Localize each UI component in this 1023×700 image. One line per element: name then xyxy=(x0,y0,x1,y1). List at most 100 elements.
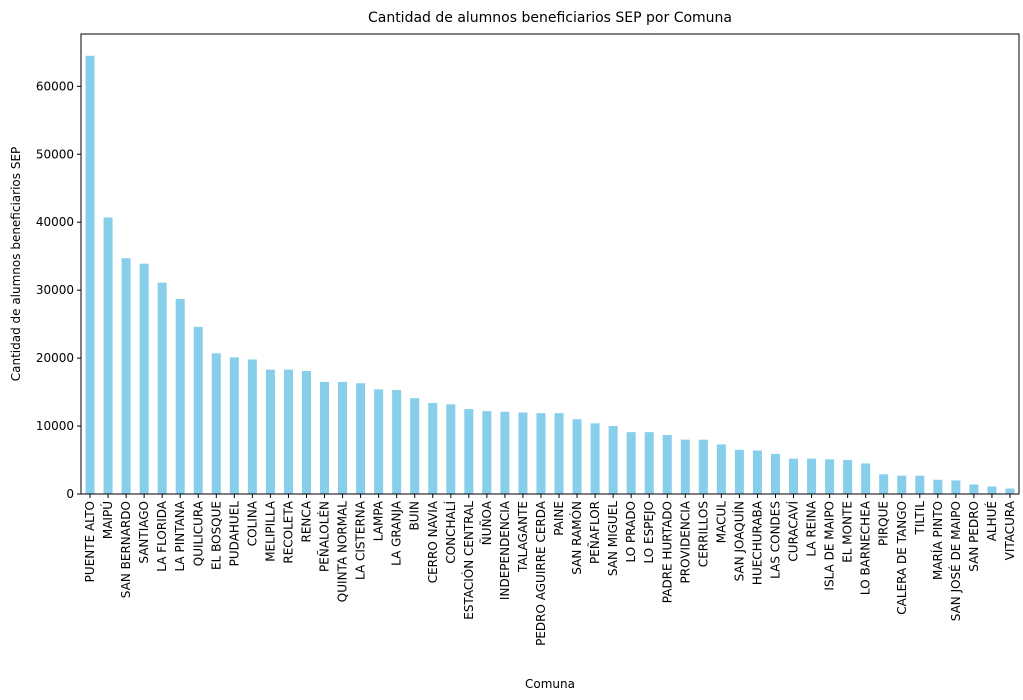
y-tick-label: 30000 xyxy=(36,283,74,297)
bar xyxy=(85,55,95,495)
y-tick-label: 50000 xyxy=(36,147,74,161)
bar xyxy=(752,450,762,494)
bar xyxy=(626,432,636,494)
bar xyxy=(789,458,799,494)
bar xyxy=(662,434,672,494)
x-tick-label: LA GRANJA xyxy=(390,500,404,566)
x-tick-label: CALERA DE TANGO xyxy=(895,501,909,615)
bar xyxy=(247,359,257,494)
bar xyxy=(374,389,384,494)
x-tick-label: VITACURA xyxy=(1003,500,1017,560)
bar xyxy=(554,413,564,494)
bar xyxy=(536,413,546,494)
y-axis-label: Cantidad de alumnos beneficiarios SEP xyxy=(9,147,23,382)
bar xyxy=(518,412,528,494)
x-tick-label: LA FLORIDA xyxy=(155,500,169,571)
x-tick-label: PUENTE ALTO xyxy=(83,501,97,582)
x-tick-label: QUINTA NORMAL xyxy=(336,501,350,602)
bar xyxy=(121,258,131,494)
x-tick-label: CONCHALÍ xyxy=(443,501,458,564)
x-tick-label: SAN PEDRO xyxy=(967,501,981,572)
x-tick-label: MELIPILLA xyxy=(263,500,277,562)
bar xyxy=(572,419,582,494)
bar xyxy=(338,381,348,494)
bar xyxy=(157,282,167,494)
x-tick-label: CURACAVÍ xyxy=(786,501,801,562)
x-tick-label: RENCA xyxy=(299,500,313,542)
x-tick-label: MARÍA PINTO xyxy=(930,501,945,580)
x-tick-label: SAN RAMÓN xyxy=(569,501,584,575)
x-tick-label: SAN JOAQUÍN xyxy=(731,501,746,581)
x-tick-label: PIRQUE xyxy=(877,501,891,546)
x-tick-label: TILTIL xyxy=(913,501,927,536)
bar xyxy=(680,439,690,494)
bar xyxy=(193,326,203,494)
x-tick-label: RECOLETA xyxy=(281,500,295,563)
bar xyxy=(320,381,330,494)
bar xyxy=(843,460,853,494)
x-tick-label: LA PINTANA xyxy=(173,500,187,571)
x-tick-label: LO BARNECHEA xyxy=(859,500,873,595)
bar xyxy=(951,480,961,494)
x-tick-label: EL BOSQUE xyxy=(209,501,223,570)
bar xyxy=(139,263,149,494)
bar xyxy=(265,369,275,494)
x-tick-label: PEDRO AGUIRRE CERDA xyxy=(534,500,548,646)
x-tick-label: COLINA xyxy=(245,500,259,546)
bar xyxy=(482,411,492,494)
bar xyxy=(211,353,221,494)
x-tick-label: ÑUÑOA xyxy=(479,500,494,545)
x-tick-label: INDEPENDENCIA xyxy=(498,500,512,600)
x-tick-label: BUIN xyxy=(408,501,422,531)
x-axis: PUENTE ALTO MAIPÚ SAN BERNARDO SANTIAGO LA F… xyxy=(83,494,1017,646)
bar xyxy=(716,444,726,494)
x-tick-label: PUDAHUEL xyxy=(227,501,241,567)
bar xyxy=(897,475,907,494)
x-tick-label: PEÑALOLÉN xyxy=(317,501,332,572)
y-tick-label: 0 xyxy=(66,487,74,501)
x-tick-label: MACUL xyxy=(714,501,728,544)
x-tick-label: CERRO NAVIA xyxy=(426,500,440,583)
y-tick-label: 20000 xyxy=(36,351,74,365)
x-tick-label: SAN BERNARDO xyxy=(119,501,133,598)
x-axis-label: Comuna xyxy=(525,677,575,691)
x-tick-label: MAIPÚ xyxy=(100,501,115,539)
x-tick-label: PADRE HURTADO xyxy=(660,501,674,603)
bar xyxy=(301,371,311,494)
x-tick-label: PROVIDENCIA xyxy=(678,500,692,583)
x-tick-label: HUECHURABA xyxy=(750,500,764,585)
bar xyxy=(229,357,239,494)
x-tick-label: CERRILLOS xyxy=(696,501,710,567)
x-tick-label: PEÑAFLOR xyxy=(587,501,602,564)
x-tick-label: QUILICURA xyxy=(191,500,205,566)
bar xyxy=(410,398,420,494)
y-axis: 0 10000 20000 30000 40000 50000 60000 xyxy=(36,79,81,501)
bar xyxy=(356,383,366,494)
bar xyxy=(608,426,618,494)
bar xyxy=(825,459,835,494)
x-tick-label: SAN MIGUEL xyxy=(606,501,620,576)
bar xyxy=(428,402,438,494)
bar xyxy=(987,486,997,494)
x-tick-label: TALAGANTE xyxy=(516,501,530,573)
y-tick-label: 10000 xyxy=(36,419,74,433)
x-tick-label: SANTIAGO xyxy=(137,501,151,564)
bar xyxy=(879,474,889,494)
x-tick-label: ALHUÉ xyxy=(984,501,999,541)
x-tick-label: ESTACIÓN CENTRAL xyxy=(461,501,476,620)
bar xyxy=(698,439,708,494)
bar xyxy=(915,475,925,494)
bar xyxy=(861,463,871,494)
bars xyxy=(85,55,1015,495)
x-tick-label: LO ESPEJO xyxy=(642,501,656,564)
x-tick-label: SAN JOSÉ DE MAIPO xyxy=(948,501,963,621)
bar xyxy=(175,298,185,494)
x-tick-label: LAMPA xyxy=(372,500,386,541)
x-tick-label: LAS CONDES xyxy=(768,501,782,579)
bar xyxy=(734,449,744,494)
y-tick-label: 60000 xyxy=(36,79,74,93)
bar xyxy=(283,369,293,494)
bar xyxy=(644,432,654,494)
bar xyxy=(103,217,113,494)
x-tick-label: LO PRADO xyxy=(624,501,638,563)
